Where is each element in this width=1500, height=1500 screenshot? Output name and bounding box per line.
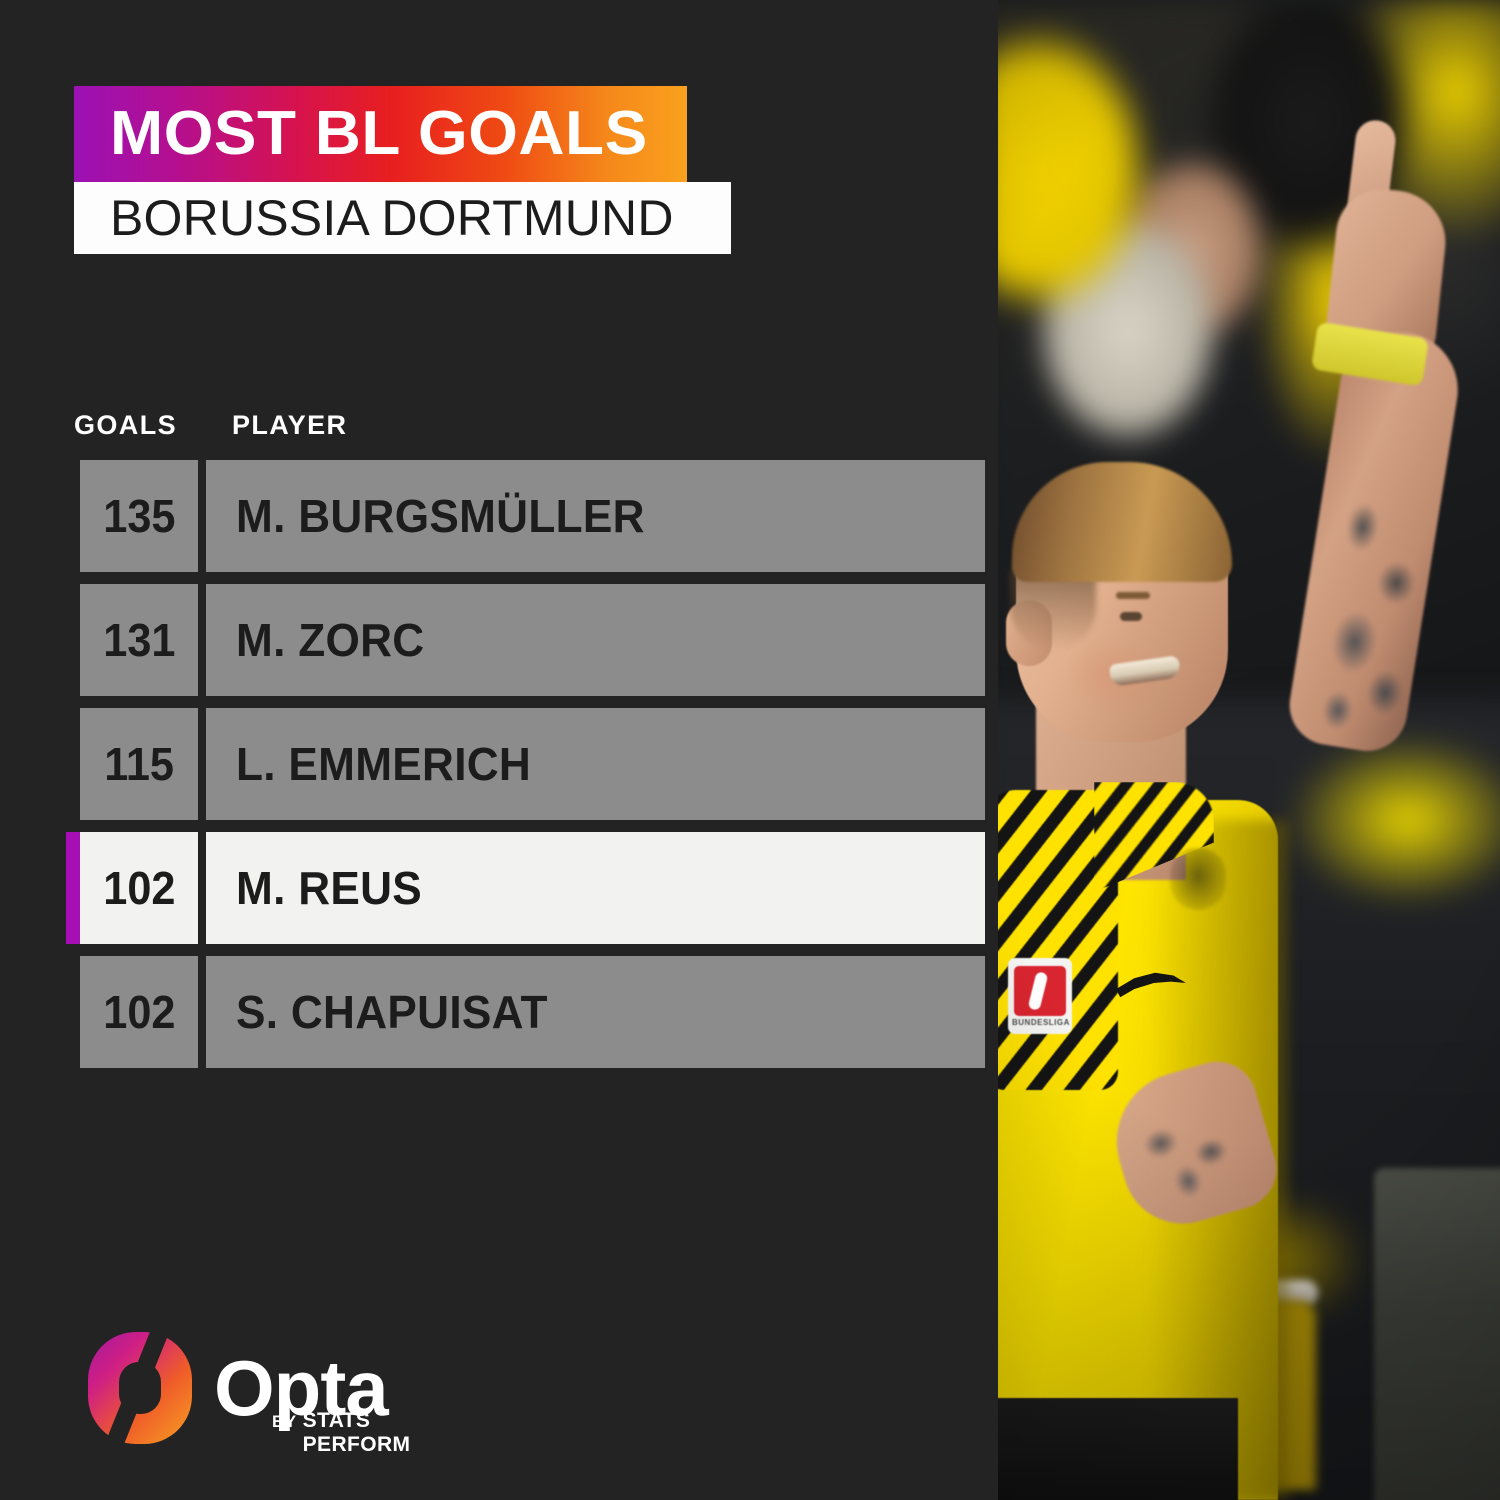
player-shorts (998, 1398, 1238, 1500)
player-eyebrow (1116, 592, 1150, 599)
goals-cell: 135 (80, 460, 198, 572)
opta-logo: Opta BY STATS PERFORM (88, 1321, 410, 1456)
opta-wordmark: Opta (214, 1343, 389, 1432)
byline-by: BY (272, 1411, 297, 1431)
goals-value: 131 (102, 614, 176, 666)
goals-cell: 102 (80, 956, 198, 1068)
photo-vignette (998, 0, 1500, 1500)
opta-byline: BY STATS PERFORM (272, 1409, 410, 1457)
player-value: M. BURGSMÜLLER (236, 490, 645, 542)
column-header-goals: GOALS (74, 410, 178, 440)
goals-cell: 102 (80, 832, 198, 944)
highlight-accent-bar (66, 832, 80, 944)
player-value: M. REUS (236, 862, 423, 914)
player-photo: BUNDESLIGA (998, 0, 1500, 1500)
player-cell: M. REUS (206, 832, 985, 944)
goals-value: 135 (102, 490, 176, 542)
player-value: L. EMMERICH (236, 738, 532, 790)
goals-cell: 115 (80, 708, 198, 820)
subtitle-bar: BORUSSIA DORTMUND (74, 182, 731, 254)
title-gradient-bar: MOST BL GOALS (74, 86, 687, 182)
player-value: M. ZORC (236, 614, 425, 666)
player-value: S. CHAPUISAT (236, 986, 548, 1038)
player-eye (1120, 612, 1142, 621)
page-title: MOST BL GOALS (110, 99, 648, 168)
goals-value: 102 (102, 986, 176, 1038)
player-cell: L. EMMERICH (206, 708, 985, 820)
stadium-seat (1374, 1168, 1500, 1500)
page-subtitle: BORUSSIA DORTMUND (110, 190, 674, 246)
player-cell: S. CHAPUISAT (206, 956, 985, 1068)
bundesliga-patch-label: BUNDESLIGA (1012, 1018, 1070, 1027)
opta-wordmark-group: Opta BY STATS PERFORM (214, 1343, 410, 1456)
bundesliga-patch: BUNDESLIGA (1008, 958, 1072, 1034)
opta-o-mark-icon (88, 1321, 192, 1455)
player-cell: M. BURGSMÜLLER (206, 460, 985, 572)
club-crest (1170, 848, 1226, 910)
goals-value: 102 (102, 862, 176, 914)
title-block: MOST BL GOALS BORUSSIA DORTMUND (74, 86, 731, 254)
goals-cell: 131 (80, 584, 198, 696)
player-cell: M. ZORC (206, 584, 985, 696)
byline-provider: STATS PERFORM (302, 1408, 411, 1456)
goals-value: 115 (104, 738, 174, 790)
column-header-player: PLAYER (232, 410, 348, 440)
